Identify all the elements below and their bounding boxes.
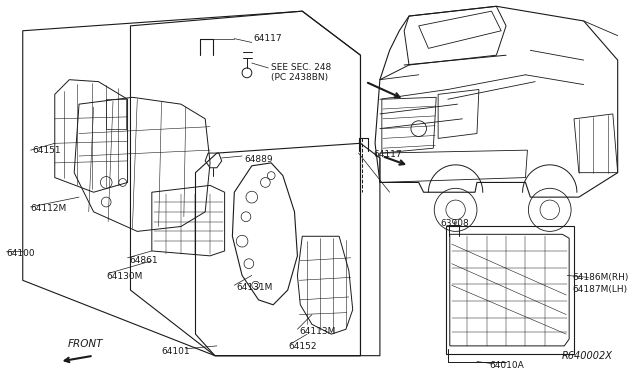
Text: 64010A: 64010A — [490, 360, 524, 369]
Text: 64117: 64117 — [373, 150, 402, 159]
Text: R640002X: R640002X — [562, 350, 613, 360]
Text: (PC 2438BN): (PC 2438BN) — [271, 73, 328, 82]
Text: 63908: 63908 — [440, 219, 469, 228]
Text: 64112M: 64112M — [31, 204, 67, 213]
Text: 64117: 64117 — [253, 34, 282, 43]
Text: 64101: 64101 — [161, 347, 190, 356]
Text: 64152: 64152 — [289, 342, 317, 351]
Text: 64130M: 64130M — [106, 272, 143, 280]
Text: 64151: 64151 — [33, 146, 61, 155]
Text: 64100: 64100 — [6, 249, 35, 258]
Text: 64889: 64889 — [244, 155, 273, 164]
Text: SEE SEC. 248: SEE SEC. 248 — [271, 63, 332, 72]
Text: 64131M: 64131M — [236, 283, 273, 292]
Text: 64861: 64861 — [129, 256, 158, 265]
Text: FRONT: FRONT — [67, 339, 103, 349]
Text: 64113M: 64113M — [300, 327, 336, 336]
Text: 64186M(RH): 64186M(RH) — [572, 273, 628, 282]
Text: 64187M(LH): 64187M(LH) — [572, 285, 627, 294]
